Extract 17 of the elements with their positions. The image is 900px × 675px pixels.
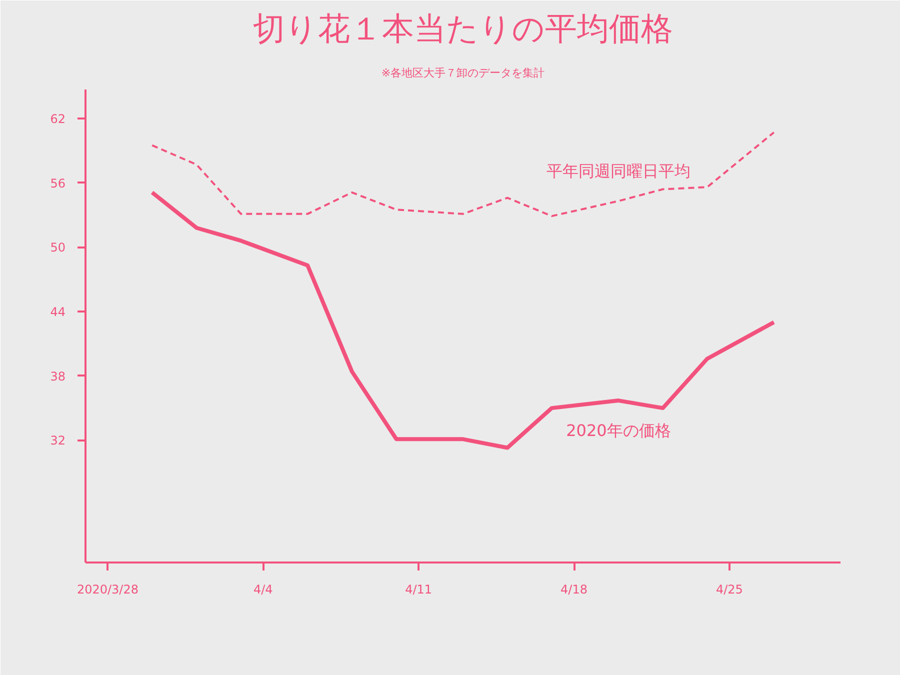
y-tick-label: 44 — [50, 305, 66, 320]
series-label: 2020年の価格 — [566, 421, 671, 440]
y-tick-label: 38 — [50, 369, 66, 384]
y-tick-label: 56 — [50, 176, 66, 190]
y-tick-label: 50 — [50, 240, 66, 255]
y-tick-label: 32 — [50, 434, 66, 448]
chart-title: 切り花１本当たりの平均価格 — [253, 10, 673, 48]
series-label: 平年同週同曜日平均 — [546, 162, 690, 181]
x-tick-label: 4/11 — [405, 582, 432, 596]
x-tick-label: 4/25 — [716, 582, 743, 596]
x-tick-label: 4/18 — [560, 582, 588, 596]
x-tick-label: 4/4 — [253, 582, 273, 596]
x-tick-label: 2020/3/28 — [76, 582, 138, 596]
chart-subtitle: ※各地区大手７卸のデータを集計 — [381, 66, 545, 80]
line-series — [151, 131, 775, 218]
line-series — [150, 190, 776, 450]
y-tick-label: 62 — [50, 112, 66, 126]
